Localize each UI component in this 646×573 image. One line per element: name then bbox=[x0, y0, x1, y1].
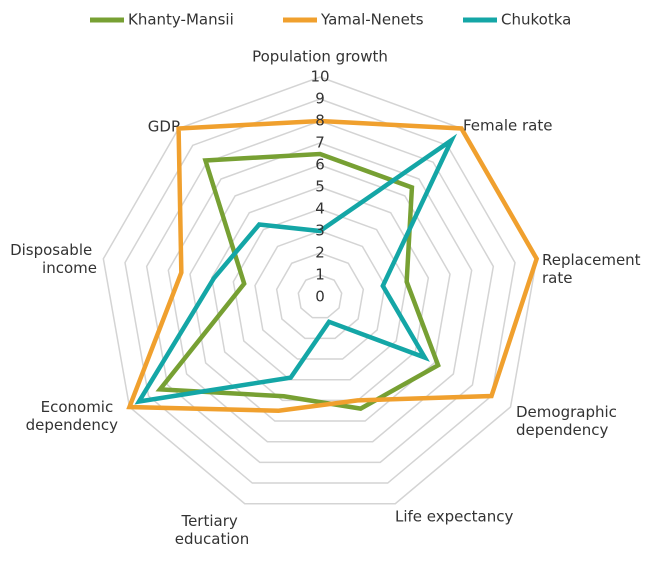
series-line bbox=[126, 118, 540, 413]
grid-line bbox=[145, 120, 495, 464]
tick-label: 1 bbox=[315, 266, 325, 284]
tick-label: 7 bbox=[315, 134, 325, 152]
axis-label: Demographic dependency bbox=[516, 403, 622, 439]
axis-label: GDP bbox=[148, 118, 180, 136]
tick-label: 9 bbox=[315, 90, 325, 108]
tick-label: 8 bbox=[315, 112, 325, 130]
tick-label: 6 bbox=[315, 156, 325, 174]
axis-label: Population growth bbox=[252, 48, 388, 66]
legend-label: Yamal-Nenets bbox=[320, 11, 424, 29]
tick-label: 3 bbox=[315, 222, 325, 240]
grid-line bbox=[189, 164, 451, 422]
legend-label: Chukotka bbox=[501, 11, 571, 29]
series-line bbox=[134, 133, 458, 405]
axis-label: Replacement rate bbox=[542, 251, 645, 287]
tick-label: 4 bbox=[315, 200, 325, 218]
axis-label: Disposable income bbox=[10, 241, 97, 277]
tick-label: 5 bbox=[315, 178, 325, 196]
axis-label: Female rate bbox=[463, 117, 552, 135]
grid-line bbox=[167, 142, 473, 443]
grid-line bbox=[254, 230, 386, 360]
tick-label: 10 bbox=[310, 68, 329, 86]
legend-label: Khanty-Mansii bbox=[128, 11, 234, 29]
tick-label: 0 bbox=[315, 288, 325, 306]
tick-label: 2 bbox=[315, 244, 325, 262]
axis-label: Economic dependency bbox=[26, 398, 119, 434]
axis-label: Tertiary education bbox=[175, 512, 249, 548]
grid-line bbox=[297, 274, 343, 319]
grid-line bbox=[124, 98, 516, 484]
grid-line bbox=[232, 208, 408, 381]
axis-label: Life expectancy bbox=[395, 508, 513, 526]
